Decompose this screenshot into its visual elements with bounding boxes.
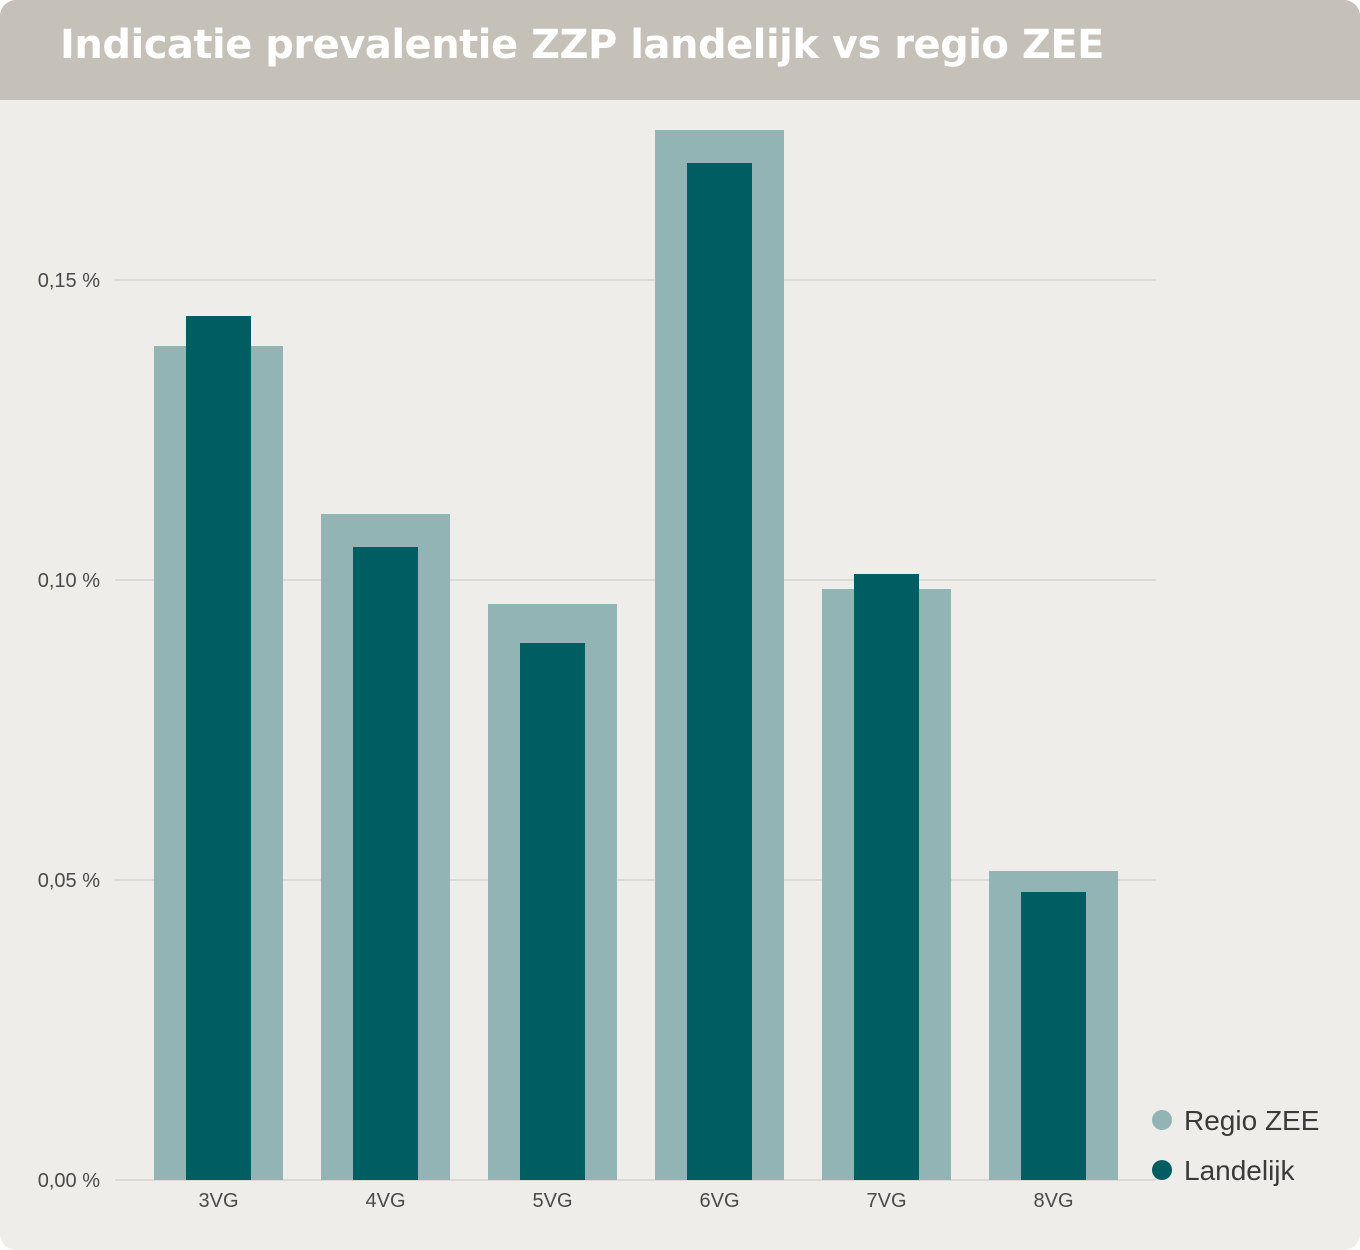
y-tick-label: 0,15 %: [38, 270, 100, 292]
title-bar: Indicatie prevalentie ZZP landelijk vs r…: [0, 0, 1360, 100]
y-tick-label: 0,00 %: [38, 1170, 100, 1192]
x-tick-label: 5VG: [532, 1190, 572, 1212]
legend-label: Landelijk: [1184, 1155, 1296, 1186]
y-axis-labels: 0,00 % 0,05 % 0,10 % 0,15 %: [38, 270, 100, 1192]
legend-swatch: [1152, 1110, 1172, 1130]
bar-landelijk-3VG: [186, 316, 251, 1180]
bar-landelijk-8VG: [1021, 892, 1086, 1180]
x-tick-label: 4VG: [365, 1190, 405, 1212]
bar-landelijk-5VG: [520, 643, 585, 1180]
bar-landelijk-7VG: [854, 574, 919, 1180]
x-tick-label: 6VG: [699, 1190, 739, 1212]
x-tick-label: 3VG: [198, 1190, 238, 1212]
bar-landelijk-6VG: [687, 163, 752, 1180]
bar-landelijk-4VG: [353, 547, 418, 1180]
legend-label: Regio ZEE: [1184, 1105, 1319, 1136]
series-landelijk: [186, 163, 1086, 1180]
legend-swatch: [1152, 1160, 1172, 1180]
grid-lines: [115, 279, 1156, 1181]
x-tick-label: 7VG: [866, 1190, 906, 1212]
chart-title: Indicatie prevalentie ZZP landelijk vs r…: [60, 22, 1104, 68]
x-tick-label: 8VG: [1033, 1190, 1073, 1212]
series-regio-zee: [154, 130, 1118, 1180]
y-tick-label: 0,05 %: [38, 870, 100, 892]
x-axis-labels: 3VG 4VG 5VG 6VG 7VG 8VG: [198, 1190, 1073, 1212]
legend: Regio ZEE Landelijk: [1152, 1105, 1319, 1186]
y-tick-label: 0,10 %: [38, 570, 100, 592]
